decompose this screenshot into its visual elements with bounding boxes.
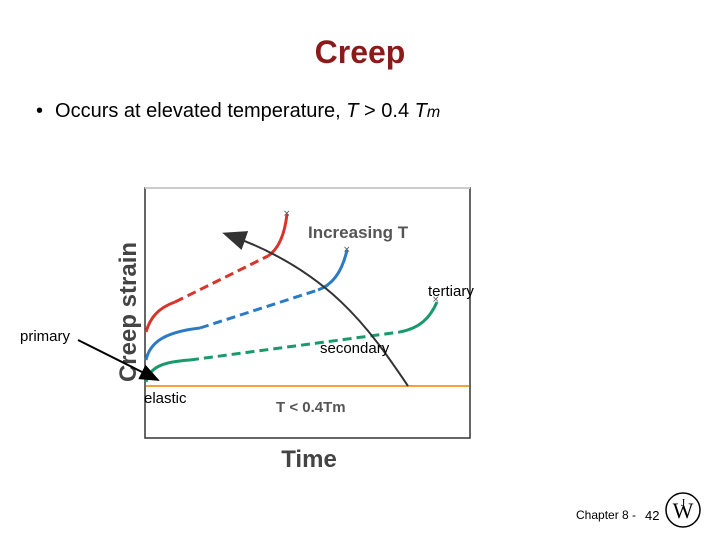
primary-pointer-arrow	[77, 339, 160, 381]
bullet-var-t2: T	[414, 100, 427, 122]
footer-chapter: Chapter 8 -	[576, 508, 637, 522]
curve-blue-primary	[144, 326, 201, 361]
curve-blue-tertiary	[317, 249, 349, 292]
slide-title: Creep	[314, 34, 406, 70]
increasing-t-label: Increasing T	[308, 223, 409, 242]
rupture-mark-blue: ×	[343, 245, 351, 255]
wiley-logo-icon: W J	[665, 492, 701, 528]
label-primary: primary	[20, 328, 71, 345]
rupture-mark-green: ×	[432, 295, 440, 305]
x-axis-label: Time	[281, 446, 337, 473]
curve-green-tertiary	[399, 301, 439, 334]
plot-frame	[144, 187, 471, 439]
curve-green-secondary	[189, 330, 401, 362]
page-number: 42	[645, 508, 660, 523]
increasing-temperature-arrow	[222, 231, 409, 387]
bullet-subscript: m	[426, 104, 441, 121]
bullet-relation: > 0.4	[358, 100, 415, 122]
y-axis-label: Creep strain	[115, 242, 142, 382]
low-temperature-label: T < 0.4Tm	[276, 399, 346, 416]
curve-red-primary	[144, 300, 176, 333]
svg-text:W: W	[673, 498, 694, 523]
bullet-symbol: •	[36, 100, 44, 122]
label-tertiary: tertiary	[428, 283, 474, 300]
bullet-text: Occurs at elevated temperature,	[55, 100, 347, 122]
rupture-mark-red: ×	[283, 209, 291, 219]
curve-blue-secondary	[199, 288, 319, 330]
label-secondary: secondary	[320, 340, 390, 357]
curve-red-secondary	[174, 254, 269, 304]
bullet-point: • Occurs at elevated temperature, T > 0.4…	[36, 100, 440, 123]
label-elastic: elastic	[144, 390, 187, 407]
bullet-var-t: T	[346, 100, 359, 122]
svg-text:J: J	[681, 497, 686, 509]
